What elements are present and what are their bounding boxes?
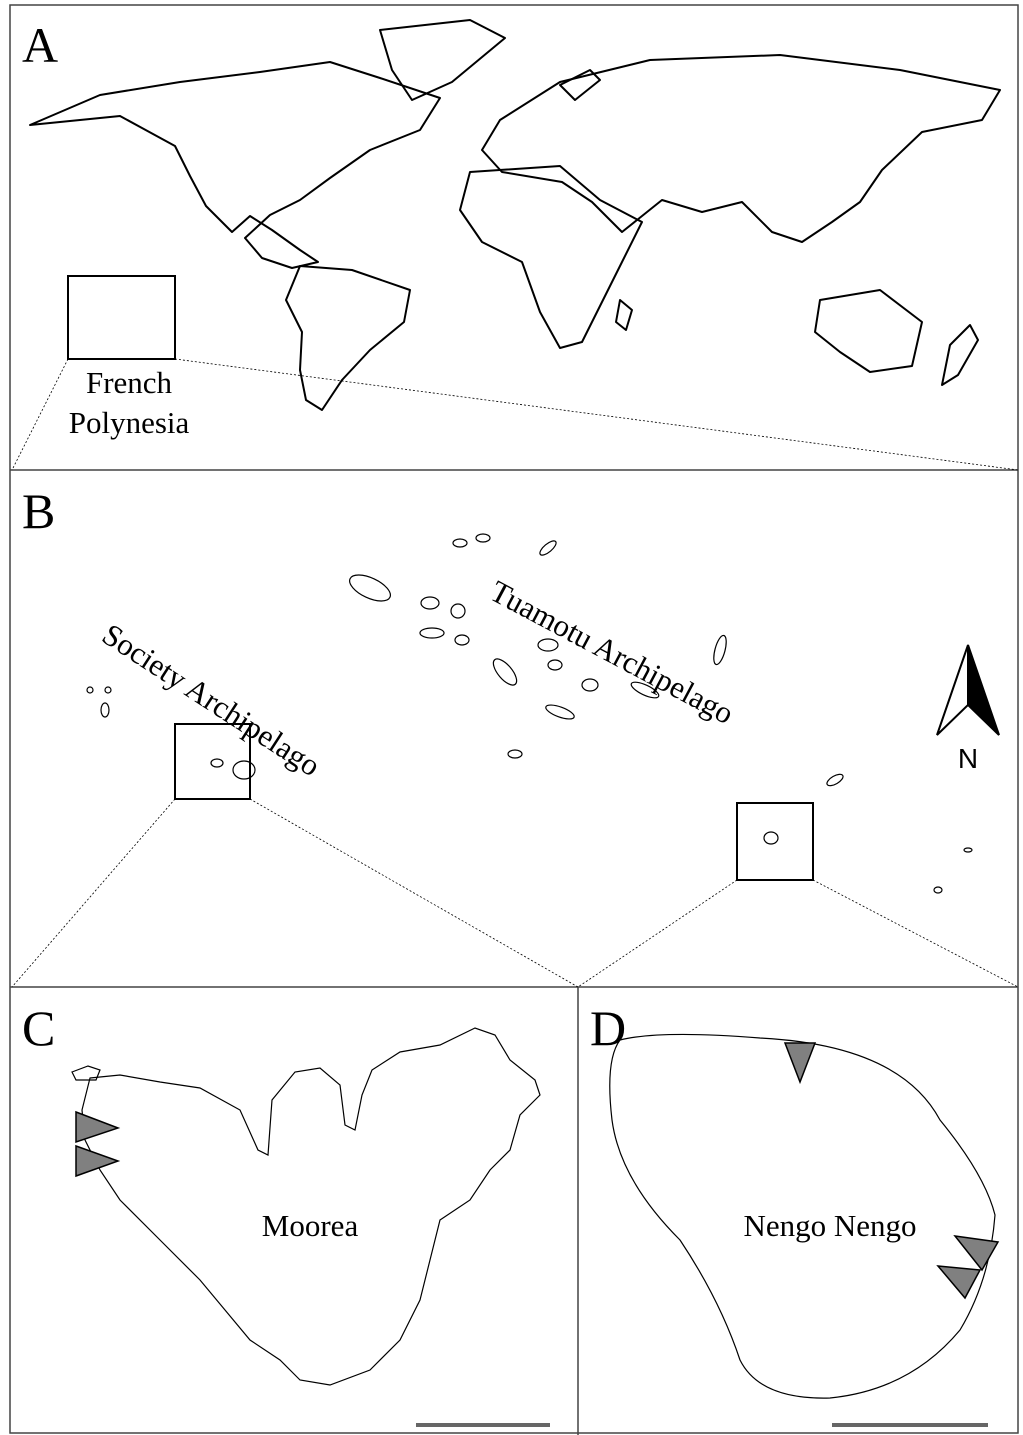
island-outline (609, 1033, 996, 1399)
site-marker (75, 1144, 121, 1178)
inset-line (11, 358, 69, 471)
inset-line (11, 798, 176, 988)
inset-box (174, 723, 251, 800)
panel-label: C (22, 1000, 55, 1056)
place-label: Nengo Nengo (743, 1208, 916, 1243)
site-marker (936, 1265, 982, 1300)
site-marker (783, 1042, 817, 1085)
island-outline (81, 1027, 541, 1386)
panel-label: B (22, 483, 55, 539)
islands (86, 533, 973, 894)
inset-line (812, 879, 1019, 988)
site-marker (953, 1234, 1000, 1272)
inset-line (249, 798, 579, 988)
site-marker (75, 1110, 121, 1144)
north-label: N (958, 743, 978, 774)
inset-line (174, 358, 1019, 471)
north-arrow (936, 644, 1000, 736)
world-map (29, 19, 1001, 411)
inset-line (577, 879, 738, 988)
place-label: Society Archipelago (96, 617, 327, 784)
panel-label: D (590, 1000, 626, 1056)
place-label: Moorea (262, 1208, 359, 1243)
inset-box (736, 802, 814, 881)
frame (9, 4, 1019, 1434)
place-label: Tuamotu Archipelago (485, 573, 740, 731)
place-label: French (86, 365, 173, 400)
islet (71, 1065, 101, 1081)
panel-label: A (22, 17, 58, 73)
inset-box (67, 275, 176, 360)
place-label: Polynesia (69, 405, 190, 440)
